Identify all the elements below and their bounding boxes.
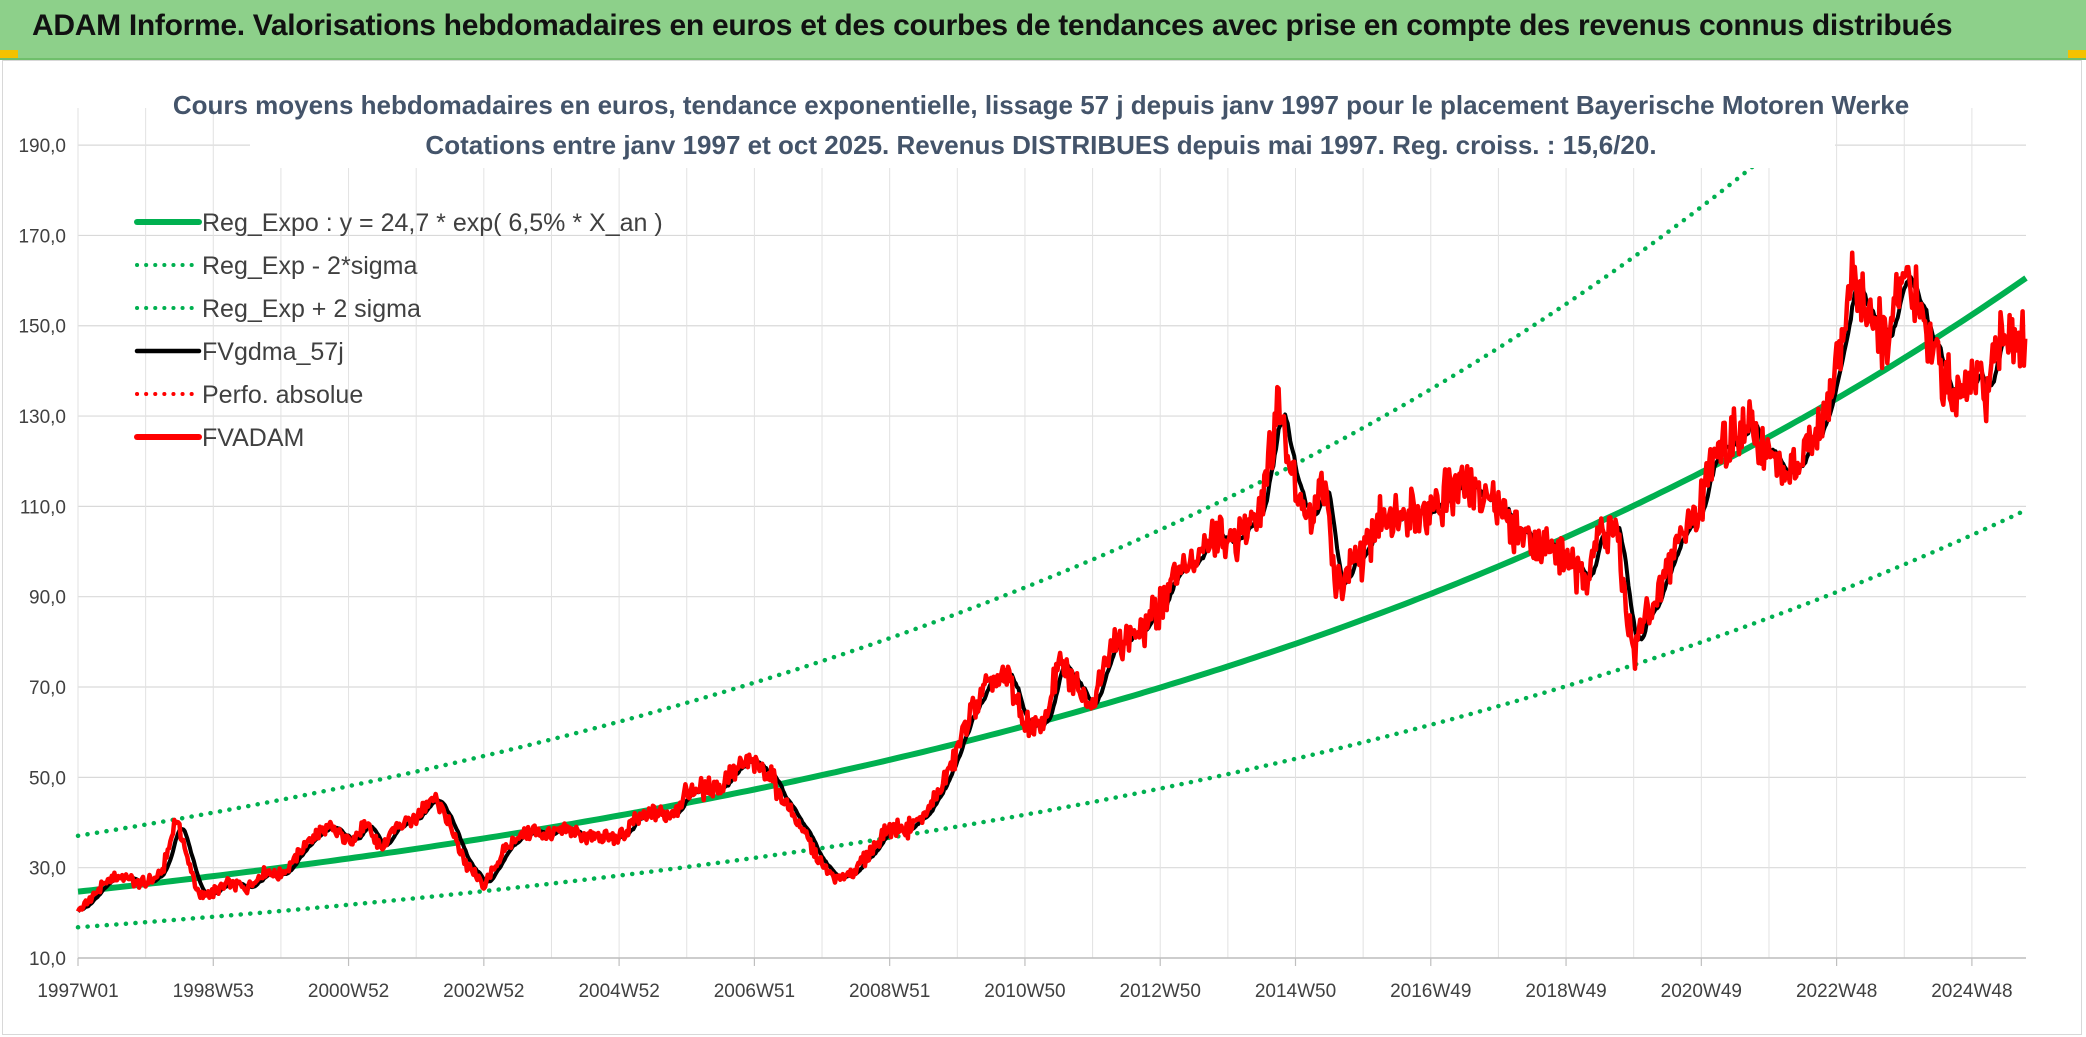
series-price <box>75 250 2028 913</box>
x-tick-label: 2004W52 <box>578 981 659 1002</box>
x-tick-label: 2012W50 <box>1120 981 1201 1002</box>
y-tick-label: 70,0 <box>29 678 66 699</box>
y-tick-label: 10,0 <box>29 949 66 970</box>
y-tick-label: 170,0 <box>18 226 66 247</box>
y-tick-label: 90,0 <box>29 588 66 609</box>
legend-label: FVADAM <box>202 424 304 452</box>
y-tick-label: 110,0 <box>20 497 66 518</box>
chart-title-bg <box>250 84 1835 168</box>
x-tick-label: 2000W52 <box>308 981 389 1002</box>
x-tick-label: 2008W51 <box>849 981 930 1002</box>
x-tick-label: 2002W52 <box>443 981 524 1002</box>
header-band: ADAM Informe. Valorisations hebdomadaire… <box>0 0 2086 60</box>
x-tick-label: 2018W49 <box>1525 981 1606 1002</box>
x-tick-label: 2024W48 <box>1931 981 2012 1002</box>
x-tick-label: 2020W49 <box>1661 981 1742 1002</box>
legend-label: FVgdma_57j <box>202 338 344 366</box>
y-tick-label: 130,0 <box>18 407 66 428</box>
series-reg_high <box>75 117 1812 839</box>
y-tick-label: 150,0 <box>18 317 66 338</box>
series-reg <box>77 275 2028 895</box>
chart-title: Cours moyens hebdomadaires en euros, ten… <box>173 90 1909 120</box>
chart-axes: 10,0 30,0 50,0 70,0 90,0 110,0 130,0 150,0 170,0… <box>18 136 2026 1002</box>
x-tick-label: 2014W50 <box>1255 981 1336 1002</box>
x-tick-label: 2016W49 <box>1390 981 1471 1002</box>
legend-label: Reg_Expo : y = 24,7 * exp( 6,5% * X_an ) <box>202 209 663 237</box>
y-tick-label: 30,0 <box>29 859 66 880</box>
legend-label: Perfo. absolue <box>202 381 363 409</box>
chart-series <box>75 117 2029 930</box>
x-tick-label: 1998W53 <box>173 981 254 1002</box>
chart-legend: Reg_Expo : y = 24,7 * exp( 6,5% * X_an )… <box>134 209 663 452</box>
y-tick-label: 190,0 <box>18 136 66 157</box>
legend-label: Reg_Exp - 2*sigma <box>202 252 417 280</box>
header-corner-right <box>2068 50 2086 58</box>
x-tick-label: 2022W48 <box>1796 981 1877 1002</box>
x-tick-label: 2010W50 <box>984 981 1065 1002</box>
header-corner-left <box>0 50 18 58</box>
legend-label: Reg_Exp + 2 sigma <box>202 295 421 323</box>
chart-frame <box>2 60 2082 1035</box>
y-tick-label: 50,0 <box>29 768 66 789</box>
chart-subtitle: Cotations entre janv 1997 et oct 2025. R… <box>425 130 1656 160</box>
x-tick-label: 2006W51 <box>714 981 795 1002</box>
series-reg_low <box>75 507 2029 930</box>
x-tick-label: 1997W01 <box>37 981 118 1002</box>
series-smooth <box>76 275 2027 913</box>
page-title: ADAM Informe. Valorisations hebdomadaire… <box>32 9 1953 42</box>
